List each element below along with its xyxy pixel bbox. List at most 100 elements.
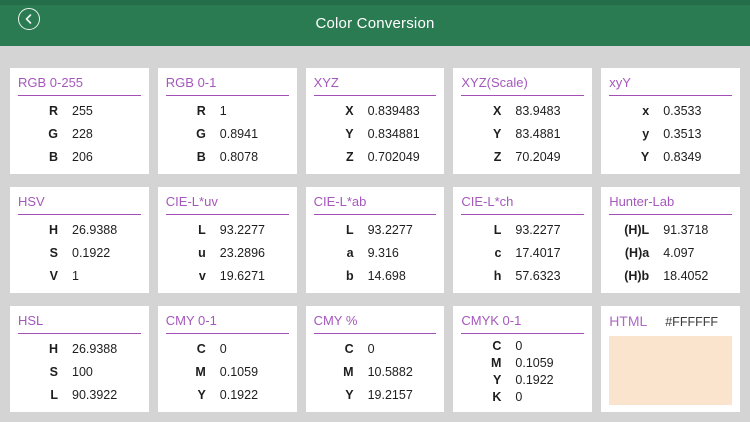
card-title: HSV [18,194,45,209]
divider [313,214,437,215]
component-value: 90.3922 [72,387,118,402]
value-row: (H)a 4.097 [609,246,732,260]
divider [461,214,585,215]
divider [165,214,289,215]
component-label: b [345,268,354,283]
component-value: 57.6323 [515,268,561,283]
component-value: 19.2157 [367,387,413,402]
component-label: X [493,103,502,118]
component-value: 19.6271 [219,268,265,283]
divider [313,95,437,96]
divider [18,214,141,215]
card-cie-lab: CIE-L*ab L 93.2277 a 9.316 b 14.698 [305,187,445,293]
component-value: 26.9388 [72,341,118,356]
component-label: c [494,245,502,260]
value-row: (H)b 18.4052 [609,269,732,283]
component-label: (H)a [624,245,650,260]
header-top-strip [0,0,750,5]
value-row: B 0.8078 [166,150,289,164]
component-label: u [198,245,206,260]
component-value: 18.4052 [663,268,709,283]
card-title: CIE-L*ch [461,194,514,209]
component-label: (H)L [624,222,650,237]
card-title: CMY % [313,313,358,328]
value-row: (H)L 91.3718 [609,223,732,237]
component-label: B [48,149,58,164]
component-label: Z [493,149,502,164]
component-label: H [48,341,58,356]
component-value: 255 [72,103,93,118]
card-title: RGB 0-1 [165,75,217,90]
app-header: Color Conversion [0,0,750,46]
value-row: L 93.2277 [166,223,289,237]
card-title: XYZ(Scale) [461,75,528,90]
component-value: 10.5882 [367,364,413,379]
value-row: G 0.8941 [166,127,289,141]
component-value: 17.4017 [515,245,561,260]
component-label: x [642,103,650,118]
value-row: X 83.9483 [461,104,584,118]
component-label: C [492,338,502,353]
component-label: G [196,126,206,141]
component-label: M [490,355,502,370]
back-button[interactable] [18,8,40,30]
value-row: B 206 [18,150,141,164]
component-label: G [48,126,58,141]
value-row: Y 83.4881 [461,127,584,141]
card-xyy: xyY x 0.3533 y 0.3513 Y 0.8349 [601,68,740,174]
component-label: B [196,149,206,164]
component-label: H [48,222,58,237]
component-label: C [196,341,206,356]
divider [18,95,141,96]
value-row: M 10.5882 [314,365,437,379]
card-title: XYZ [313,75,339,90]
component-value: 0 [219,341,227,356]
value-row: b 14.698 [314,269,437,283]
component-value: 9.316 [367,245,399,260]
component-label: M [195,364,206,379]
divider [461,95,585,96]
component-label: Y [493,126,502,141]
component-value: 0.839483 [367,103,420,118]
value-row: M 0.1059 [166,365,289,379]
component-label: R [48,103,58,118]
component-value: 1 [72,268,79,283]
component-value: 0 [515,390,523,405]
value-row: u 23.2896 [166,246,289,260]
component-label: Y [640,149,650,164]
component-label: L [345,222,354,237]
value-row: S 100 [18,365,141,379]
component-value: 26.9388 [72,222,118,237]
component-value: 0.1922 [515,373,554,388]
divider [313,333,437,334]
value-row: x 0.3533 [609,104,732,118]
value-row: H 26.9388 [18,342,141,356]
divider [609,95,732,96]
component-label: Y [197,387,206,402]
component-label: X [345,103,354,118]
card-title: RGB 0-255 [18,75,84,90]
value-row: H 26.9388 [18,223,141,237]
chevron-left-icon [23,13,35,25]
component-value: 83.4881 [515,126,561,141]
component-label: V [49,268,58,283]
card-hunter-lab: Hunter-Lab (H)L 91.3718 (H)a 4.097 (H)b 18.… [601,187,740,293]
card-hsl: HSL H 26.9388 S 100 L 90.3922 [10,306,149,412]
value-row: v 19.6271 [166,269,289,283]
card-title: CMYK 0-1 [461,313,522,328]
value-row: Z 70.2049 [461,150,584,164]
divider [165,333,289,334]
value-row: S 0.1922 [18,246,141,260]
component-label: h [493,268,502,283]
component-value: 93.2277 [219,222,265,237]
component-value: 23.2896 [219,245,265,260]
card-xyz: XYZ X 0.839483 Y 0.834881 Z 0.702049 [305,68,445,174]
value-row: Y 19.2157 [314,388,437,402]
component-label: C [344,341,354,356]
component-label: Y [493,373,502,388]
